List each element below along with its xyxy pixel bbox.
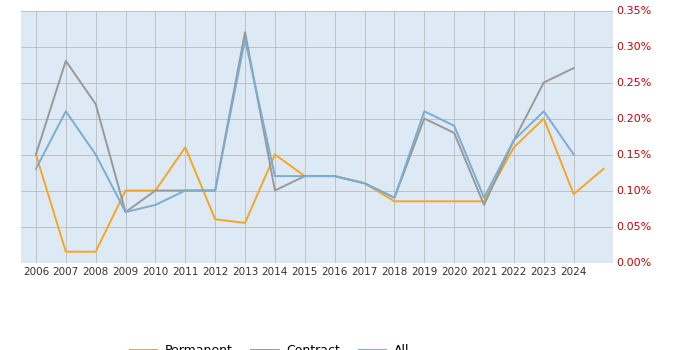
Permanent <box>211 217 219 222</box>
Permanent <box>330 174 339 178</box>
Permanent <box>271 152 279 156</box>
Permanent <box>181 145 190 149</box>
Permanent <box>300 174 309 178</box>
Permanent <box>92 250 100 254</box>
All <box>241 37 249 41</box>
All <box>300 174 309 178</box>
Contract <box>420 117 428 121</box>
Contract <box>510 138 518 142</box>
All <box>450 124 459 128</box>
Contract <box>151 188 160 193</box>
All <box>510 138 518 142</box>
All <box>181 188 190 193</box>
All <box>211 188 219 193</box>
Contract <box>330 174 339 178</box>
Permanent <box>599 167 608 171</box>
Permanent <box>62 250 70 254</box>
All <box>32 167 40 171</box>
Contract <box>390 196 398 200</box>
All <box>92 152 100 156</box>
Permanent <box>360 181 369 186</box>
All <box>390 196 398 200</box>
Contract <box>570 66 578 70</box>
Permanent <box>540 117 548 121</box>
All <box>570 152 578 156</box>
All <box>360 181 369 186</box>
Permanent <box>151 188 160 193</box>
Permanent <box>480 199 488 203</box>
Contract <box>450 131 459 135</box>
Legend: Permanent, Contract, All: Permanent, Contract, All <box>125 339 414 350</box>
Permanent <box>390 199 398 203</box>
Contract <box>480 203 488 207</box>
Permanent <box>570 192 578 196</box>
Contract <box>211 188 219 193</box>
Contract <box>241 30 249 34</box>
All <box>480 196 488 200</box>
All <box>540 109 548 113</box>
Line: Permanent: Permanent <box>36 119 603 252</box>
All <box>420 109 428 113</box>
Contract <box>121 210 130 214</box>
All <box>62 109 70 113</box>
Contract <box>92 102 100 106</box>
Contract <box>271 188 279 193</box>
All <box>121 210 130 214</box>
Line: All: All <box>36 39 574 212</box>
Permanent <box>32 152 40 156</box>
Permanent <box>121 188 130 193</box>
All <box>151 203 160 207</box>
Permanent <box>241 221 249 225</box>
All <box>330 174 339 178</box>
Contract <box>300 174 309 178</box>
Contract <box>360 181 369 186</box>
Permanent <box>420 199 428 203</box>
Line: Contract: Contract <box>36 32 574 212</box>
All <box>271 174 279 178</box>
Contract <box>540 80 548 85</box>
Contract <box>62 59 70 63</box>
Permanent <box>450 199 459 203</box>
Contract <box>32 152 40 156</box>
Contract <box>181 188 190 193</box>
Permanent <box>510 145 518 149</box>
